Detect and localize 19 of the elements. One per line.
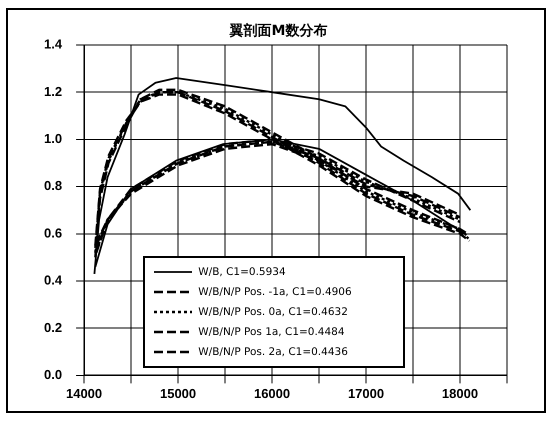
x-tick-label: 16000 bbox=[254, 386, 290, 401]
y-tick-label: 0.8 bbox=[44, 178, 62, 194]
legend-label: W/B/N/P Pos. 0a, C1=0.4632 bbox=[198, 305, 348, 320]
legend-label: W/B/N/P Pos. -1a, C1=0.4906 bbox=[198, 285, 352, 300]
legend-label: W/B, C1=0.5934 bbox=[198, 265, 286, 280]
y-tick-label: 1.2 bbox=[44, 84, 62, 99]
y-tick-label: 0.6 bbox=[44, 225, 62, 240]
y-tick-label: 0.4 bbox=[44, 272, 63, 288]
y-tick-label: 0.2 bbox=[44, 320, 62, 335]
x-tick-label: 18000 bbox=[442, 386, 478, 401]
y-tick-label: 1.0 bbox=[44, 130, 62, 146]
chart-title: 翼剖面M数分布 bbox=[230, 23, 328, 39]
y-tick-label: 1.4 bbox=[44, 36, 63, 52]
x-tick-label: 15000 bbox=[160, 386, 196, 401]
legend-label: W/B/N/P Pos. 2a, C1=0.4436 bbox=[198, 345, 348, 360]
x-tick-label: 17000 bbox=[348, 386, 384, 401]
y-tick-label: 0.0 bbox=[44, 366, 62, 382]
legend-label: W/B/N/P Pos 1a, C1=0.4484 bbox=[198, 325, 345, 340]
x-tick-label: 14000 bbox=[66, 386, 102, 401]
